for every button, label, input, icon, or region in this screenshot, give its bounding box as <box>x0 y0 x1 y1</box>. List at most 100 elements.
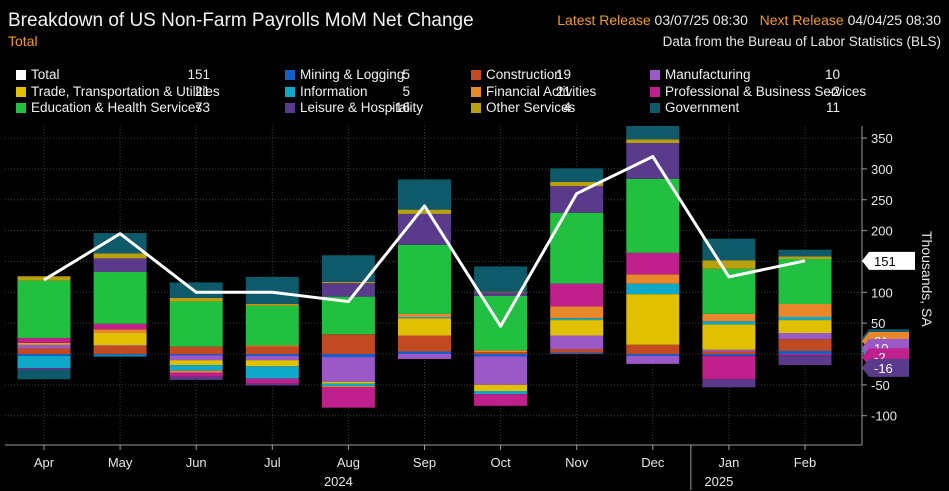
y-tick-label: 350 <box>871 131 893 146</box>
bar-segment <box>169 360 223 366</box>
bar-segment <box>17 337 71 343</box>
legend-label: Trade, Transportation & Utilities <box>31 83 220 99</box>
legend-item[interactable]: Construction 19 <box>471 67 621 83</box>
bar-segment <box>474 296 528 351</box>
legend-swatch <box>285 70 295 80</box>
release-info: Latest Release 03/07/25 08:30 Next Relea… <box>557 12 941 28</box>
legend-value: 11 <box>825 100 840 115</box>
bar-segment <box>550 320 604 336</box>
bar-segment <box>245 304 299 306</box>
bar-segment <box>93 354 147 356</box>
bar-segment <box>398 351 451 354</box>
bar-segment <box>93 233 147 254</box>
bar-segment <box>17 280 71 338</box>
bar-segment <box>93 345 147 346</box>
legend-swatch <box>16 70 26 80</box>
bar-segment <box>474 266 528 292</box>
legend-item[interactable]: Professional & Business Services -2 <box>650 84 890 100</box>
bar-segment <box>550 352 604 354</box>
bar-segment <box>778 249 832 257</box>
x-tick-label: Dec <box>641 455 665 470</box>
legend-swatch <box>285 86 295 97</box>
legend-item[interactable]: Government 11 <box>650 100 890 116</box>
legend-item[interactable]: Mining & Logging 5 <box>285 67 460 83</box>
legend-label: Professional & Business Services <box>665 83 867 99</box>
end-value-tag <box>862 251 915 270</box>
legend-label: Financial Activities <box>486 83 597 99</box>
bar-segment <box>169 355 223 361</box>
bar-segment <box>17 348 71 354</box>
legend-value: 5 <box>402 67 410 82</box>
latest-release-value: 03/07/25 08:30 <box>654 12 748 28</box>
bar-segment <box>398 318 451 336</box>
bar-segment <box>17 368 71 371</box>
x-tick-label: May <box>108 455 133 470</box>
legend-item[interactable]: Leisure & Hospitality -16 <box>285 100 460 116</box>
bar-segment <box>626 139 680 143</box>
bar-segment <box>702 324 756 350</box>
bar-segment <box>626 344 680 354</box>
x-tick-label: Sep <box>413 455 436 470</box>
bar-segment <box>474 292 528 297</box>
bar-segment <box>398 316 451 319</box>
bar-segment <box>474 350 528 353</box>
y-tick-label: -50 <box>871 378 890 393</box>
end-value-label: -16 <box>874 361 893 376</box>
legend-value: -16 <box>390 100 410 115</box>
bar-segment <box>17 355 71 369</box>
legend-item[interactable]: Trade, Transportation & Utilities 21 <box>16 84 260 100</box>
bar-segment <box>550 306 604 319</box>
legend-item[interactable]: Financial Activities 21 <box>471 84 621 100</box>
bar-segment <box>550 186 604 213</box>
legend-label: Government <box>665 100 740 115</box>
bar-segment <box>93 271 147 324</box>
bar-segment <box>169 282 223 298</box>
legend: Total 151 Mining & Logging 5 Construction 19 M… <box>0 65 949 121</box>
bar-segment <box>398 209 451 214</box>
bar-segment <box>550 318 604 321</box>
bar-segment <box>702 351 756 354</box>
legend-label: Leisure & Hospitality <box>300 100 424 115</box>
x-tick-label: Jan <box>718 455 739 470</box>
legend-swatch <box>471 70 481 80</box>
total-line <box>43 155 806 328</box>
legend-item[interactable]: Manufacturing 10 <box>650 67 890 83</box>
x-tick-label: Jul <box>264 455 281 470</box>
end-value-tag <box>862 358 909 377</box>
y-tick-label: 200 <box>871 224 893 239</box>
bar-segment <box>169 301 223 347</box>
bar-segment <box>626 126 680 140</box>
bar-segment <box>398 354 451 359</box>
bar-segment <box>321 387 375 408</box>
next-release-value: 04/04/25 08:30 <box>847 12 941 28</box>
legend-label: Construction <box>486 67 562 82</box>
legend-item[interactable]: Other Services 4 <box>471 100 621 116</box>
bar-segment <box>93 345 147 354</box>
bar-segment <box>702 349 756 352</box>
bar-segment <box>169 354 223 356</box>
legend-label: Other Services <box>486 100 576 115</box>
legend-item[interactable]: Total 151 <box>16 67 260 83</box>
legend-value: 151 <box>187 67 210 82</box>
bar-segment <box>626 274 680 284</box>
legend-swatch <box>471 103 481 113</box>
bar-segment <box>626 252 680 275</box>
bar-segment <box>626 355 680 364</box>
bar-segment <box>778 350 832 354</box>
bar-segment <box>778 355 832 366</box>
bar-segment <box>778 320 832 334</box>
bar-segment <box>550 335 604 350</box>
bar-segment <box>169 376 223 380</box>
legend-value: 73 <box>194 100 210 115</box>
legend-label: Total <box>31 67 60 82</box>
x-tick-label: Aug <box>337 455 360 470</box>
bar-segment <box>93 355 147 357</box>
y-tick-label: 100 <box>871 285 893 300</box>
bar-segment <box>17 370 71 380</box>
legend-item[interactable]: Information 5 <box>285 84 460 100</box>
bar-segment <box>17 344 71 349</box>
bar-segment <box>245 354 299 356</box>
bar-segment <box>321 386 375 388</box>
legend-item[interactable]: Education & Health Services 73 <box>16 100 260 116</box>
bar-segment <box>474 394 528 406</box>
